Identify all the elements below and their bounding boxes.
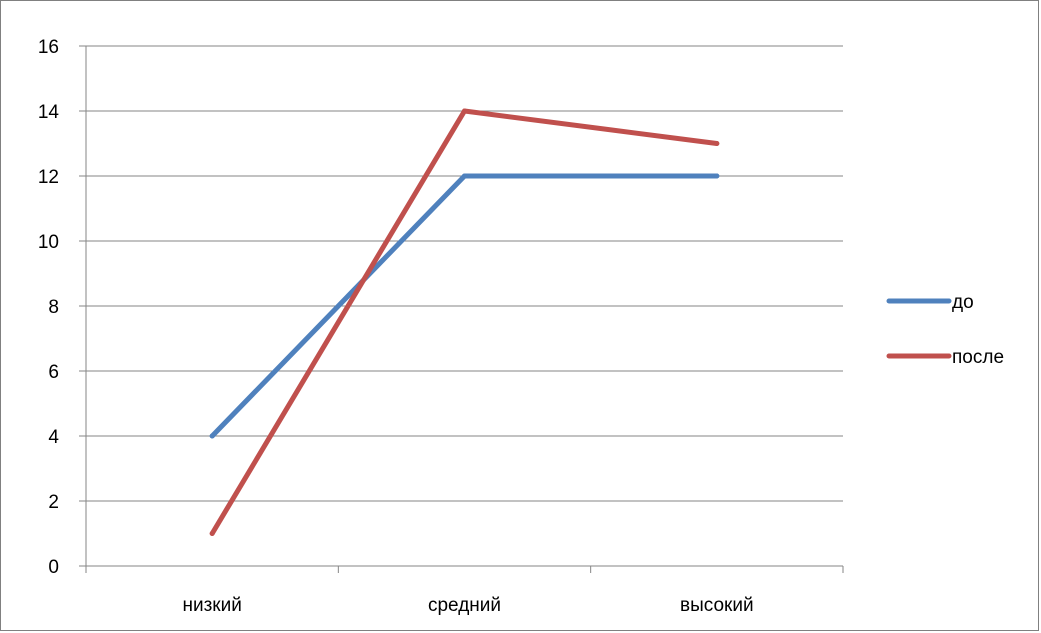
data-point bbox=[462, 173, 467, 179]
y-tick-label: 14 bbox=[38, 102, 60, 123]
legend: до после bbox=[886, 292, 1004, 368]
data-point bbox=[209, 433, 215, 439]
legend-label: после bbox=[952, 347, 1004, 368]
data-point bbox=[714, 173, 720, 179]
y-tick-label: 4 bbox=[48, 427, 59, 448]
x-tick-label: высокий bbox=[680, 595, 754, 616]
y-tick-label: 6 bbox=[48, 362, 59, 383]
y-tick-label: 10 bbox=[38, 232, 59, 253]
y-tick-label: 8 bbox=[48, 297, 59, 318]
y-tick-label: 16 bbox=[38, 37, 59, 58]
y-tick-label: 0 bbox=[48, 557, 59, 578]
tick-labels: 0 2 4 6 8 10 12 14 16 низкий средний высокий bbox=[38, 37, 754, 616]
series-lines bbox=[209, 108, 720, 536]
y-tick-label: 12 bbox=[38, 167, 59, 188]
x-tick-label: средний bbox=[428, 595, 501, 616]
data-point bbox=[714, 141, 720, 146]
legend-label: до bbox=[952, 292, 974, 313]
x-tick-label: низкий bbox=[182, 595, 241, 616]
y-tick-label: 2 bbox=[48, 492, 59, 513]
data-point bbox=[462, 108, 467, 114]
data-point bbox=[209, 531, 215, 536]
axes bbox=[79, 45, 844, 573]
